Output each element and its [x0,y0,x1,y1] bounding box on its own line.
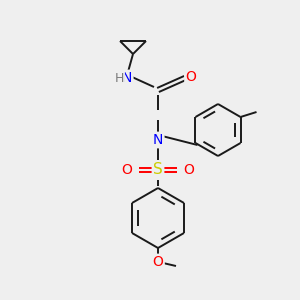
Text: S: S [153,163,163,178]
Text: O: O [186,70,196,84]
Text: N: N [122,71,132,85]
Text: O: O [153,255,164,269]
Text: H: H [114,73,124,85]
Text: O: O [122,163,132,177]
Text: O: O [184,163,194,177]
Text: N: N [153,133,163,147]
